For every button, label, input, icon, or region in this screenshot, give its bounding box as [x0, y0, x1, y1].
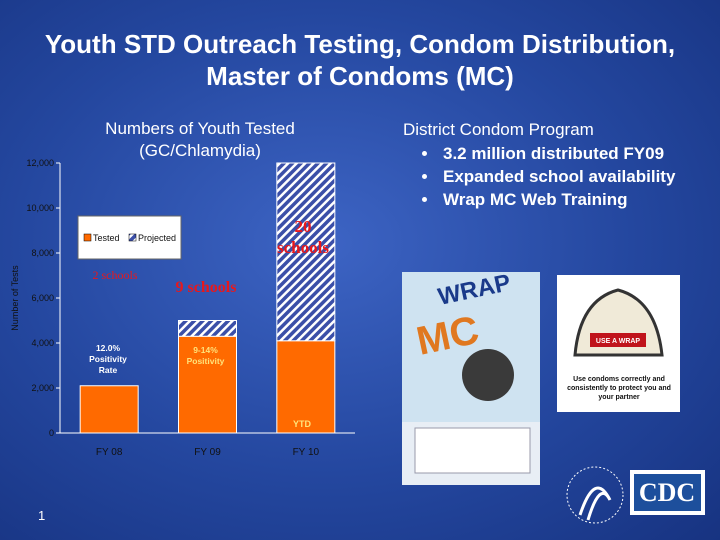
- legend-label: Tested: [93, 233, 120, 243]
- legend: Tested Projected: [77, 215, 182, 260]
- y-tick-label: 0: [49, 428, 54, 438]
- annotation: YTD: [293, 419, 311, 429]
- legend-label: Projected: [138, 233, 176, 243]
- slide-title: Youth STD Outreach Testing, Condom Distr…: [44, 29, 676, 91]
- y-tick-label: 10,000: [26, 203, 54, 213]
- y-tick-label: 6,000: [31, 293, 54, 303]
- cdc-logo-inner: [634, 474, 701, 511]
- poster-disc: [462, 349, 514, 401]
- program: District Condom Program 3.2 million dist…: [403, 120, 703, 211]
- hhs-logo: [578, 486, 612, 521]
- poster-art: [402, 272, 540, 422]
- bar-segment: [79, 385, 139, 434]
- y-tick-label: 8,000: [31, 248, 54, 258]
- cdc-text: CDC: [639, 478, 695, 507]
- hhs-ring: [566, 466, 624, 524]
- y-axis-label: Number of Tests: [10, 265, 20, 331]
- annotation: 9 schools: [175, 279, 237, 296]
- bar-segment: [276, 340, 336, 434]
- bullet-list: 3.2 million distributed FY09Expanded sch…: [403, 142, 703, 211]
- x-tick-label: FY 10: [293, 447, 320, 458]
- sign-caption: Use condoms correctly and consistently t…: [567, 376, 671, 401]
- annotation: 9-14% Positivity: [186, 345, 225, 366]
- y-tick-label: 12,000: [26, 158, 54, 168]
- annotation: 20 schools: [277, 217, 329, 257]
- bar-segment: [276, 162, 336, 342]
- legend-swatch: [128, 233, 137, 242]
- annotation: 2 schools: [92, 268, 138, 282]
- poster-form: [414, 427, 531, 474]
- y-tick-label: 2,000: [31, 383, 54, 393]
- program-heading: District Condom Program: [403, 120, 594, 139]
- bullet: Wrap MC Web Training: [439, 188, 703, 211]
- annotation: 12.0% Positivity Rate: [89, 343, 127, 375]
- bar-segment: [178, 320, 237, 337]
- x-tick-label: FY 08: [96, 447, 123, 458]
- bar-segment: [178, 335, 237, 434]
- sign-banner: [590, 333, 646, 347]
- legend-swatch: [83, 233, 92, 242]
- y-tick-label: 4,000: [31, 338, 54, 348]
- sign-banner-text: USE A WRAP: [596, 338, 641, 345]
- chart-title: Numbers of Youth Tested (GC/Chlamydia): [105, 119, 295, 160]
- sign-caption-box: Use condoms correctly and consistently t…: [567, 376, 671, 401]
- page-number: 1: [38, 508, 46, 523]
- bullet: Expanded school availability: [439, 165, 703, 188]
- x-tick-label: FY 09: [194, 447, 221, 458]
- bullet: 3.2 million distributed FY09: [439, 142, 703, 165]
